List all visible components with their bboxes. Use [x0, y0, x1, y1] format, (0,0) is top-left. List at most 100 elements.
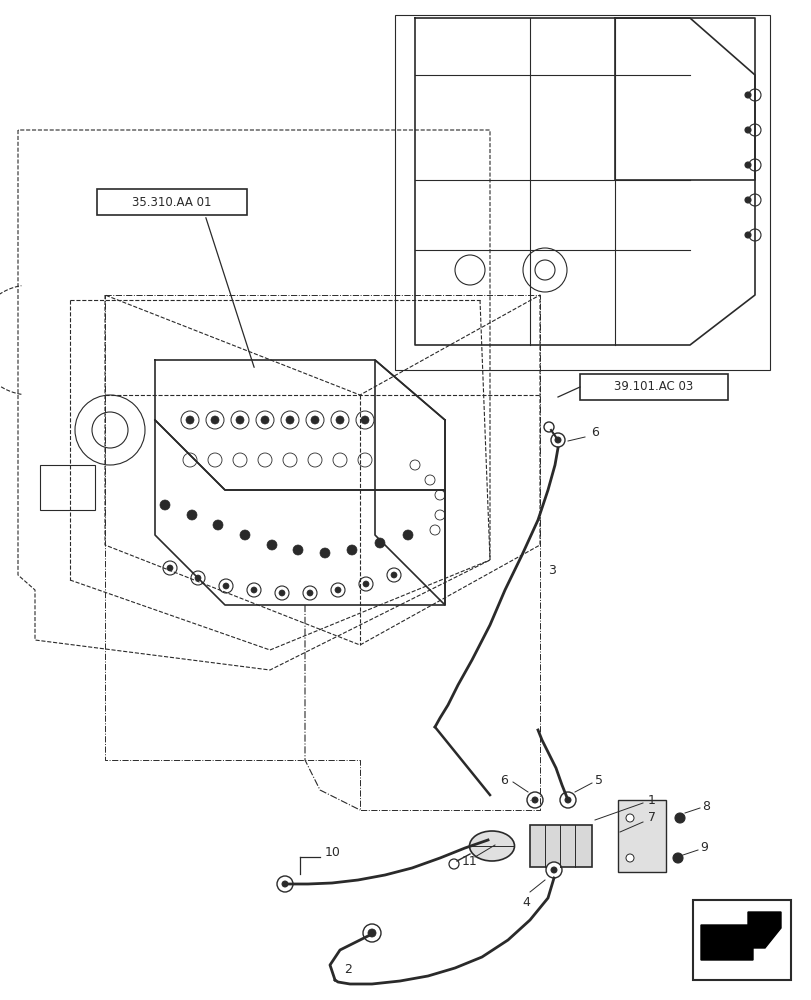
Bar	[530, 825, 591, 867]
Text: 39.101.AC 03: 39.101.AC 03	[614, 380, 693, 393]
Circle shape	[748, 159, 760, 171]
Circle shape	[363, 924, 380, 942]
Circle shape	[186, 416, 194, 424]
Circle shape	[191, 571, 204, 585]
Circle shape	[748, 194, 760, 206]
Circle shape	[748, 89, 760, 101]
Bar	[692, 900, 790, 980]
Circle shape	[331, 411, 349, 429]
Circle shape	[551, 433, 564, 447]
Circle shape	[346, 545, 357, 555]
Circle shape	[281, 411, 298, 429]
Circle shape	[748, 229, 760, 241]
Circle shape	[336, 416, 344, 424]
Circle shape	[375, 538, 384, 548]
Circle shape	[674, 813, 684, 823]
Circle shape	[560, 792, 575, 808]
Text: 8: 8	[702, 799, 709, 812]
Circle shape	[454, 255, 484, 285]
Text: 10: 10	[324, 846, 341, 859]
Ellipse shape	[469, 831, 514, 861]
Circle shape	[307, 453, 322, 467]
Circle shape	[181, 411, 199, 429]
Circle shape	[625, 814, 633, 822]
Circle shape	[160, 500, 169, 510]
Circle shape	[320, 548, 329, 558]
Circle shape	[182, 453, 197, 467]
Circle shape	[275, 586, 289, 600]
Circle shape	[554, 437, 560, 443]
Circle shape	[307, 590, 312, 596]
Circle shape	[543, 422, 553, 432]
Circle shape	[281, 881, 288, 887]
Circle shape	[744, 232, 750, 238]
Text: 9: 9	[699, 841, 707, 854]
Circle shape	[303, 586, 316, 600]
Circle shape	[187, 510, 197, 520]
Text: 1: 1	[647, 793, 655, 806]
Circle shape	[564, 797, 570, 803]
Circle shape	[255, 411, 273, 429]
Circle shape	[435, 490, 444, 500]
Circle shape	[424, 475, 435, 485]
Circle shape	[283, 453, 297, 467]
Circle shape	[522, 248, 566, 292]
Circle shape	[223, 583, 229, 589]
Circle shape	[236, 416, 243, 424]
Circle shape	[335, 587, 341, 593]
Text: 35.310.AA 01: 35.310.AA 01	[132, 196, 212, 209]
Circle shape	[306, 411, 324, 429]
Circle shape	[526, 792, 543, 808]
Circle shape	[206, 411, 224, 429]
Circle shape	[293, 545, 303, 555]
Circle shape	[331, 583, 345, 597]
Circle shape	[748, 124, 760, 136]
Circle shape	[233, 453, 247, 467]
Circle shape	[391, 572, 397, 578]
Circle shape	[361, 416, 368, 424]
Circle shape	[435, 510, 444, 520]
Circle shape	[240, 530, 250, 540]
Text: 2: 2	[344, 963, 351, 976]
Circle shape	[410, 460, 419, 470]
Circle shape	[744, 127, 750, 133]
Text: 5: 5	[594, 774, 603, 788]
Circle shape	[279, 590, 285, 596]
Text: 7: 7	[647, 811, 655, 824]
Circle shape	[402, 530, 413, 540]
Circle shape	[744, 92, 750, 98]
Circle shape	[367, 929, 375, 937]
Circle shape	[531, 797, 538, 803]
Circle shape	[167, 565, 173, 571]
Circle shape	[211, 416, 219, 424]
Circle shape	[75, 395, 145, 465]
Bar	[617, 800, 665, 872]
Polygon shape	[700, 912, 780, 960]
Circle shape	[219, 579, 233, 593]
Circle shape	[251, 587, 257, 593]
Circle shape	[92, 412, 128, 448]
Circle shape	[195, 575, 201, 581]
Text: 11: 11	[461, 855, 477, 868]
Circle shape	[247, 583, 260, 597]
Circle shape	[744, 162, 750, 168]
Circle shape	[625, 854, 633, 862]
Circle shape	[355, 411, 374, 429]
Circle shape	[358, 577, 372, 591]
Circle shape	[672, 853, 682, 863]
Circle shape	[277, 876, 293, 892]
Circle shape	[448, 859, 458, 869]
Circle shape	[333, 453, 346, 467]
Circle shape	[267, 540, 277, 550]
Text: 6: 6	[500, 774, 508, 786]
Circle shape	[208, 453, 221, 467]
Bar	[579, 374, 727, 400]
Circle shape	[163, 561, 177, 575]
Circle shape	[311, 416, 319, 424]
Bar	[97, 189, 247, 215]
Text: 3: 3	[547, 564, 556, 576]
Circle shape	[212, 520, 223, 530]
Bar	[40, 465, 95, 510]
Circle shape	[260, 416, 268, 424]
Circle shape	[744, 197, 750, 203]
